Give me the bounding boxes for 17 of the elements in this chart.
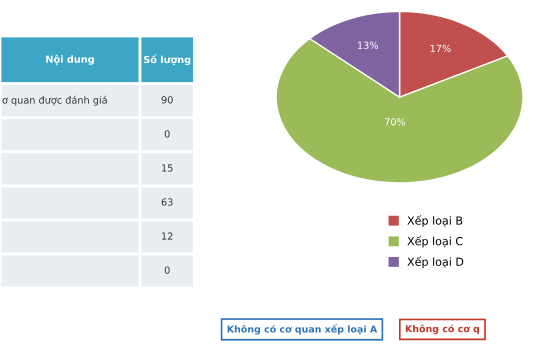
data-label: 0 [164, 266, 170, 274]
data-label: 63 [162, 198, 173, 206]
data-label: 0 [164, 130, 170, 138]
data-label: 12 [162, 232, 172, 240]
legend-label: Xếp loại C [407, 236, 463, 248]
text: Số lượng [144, 54, 190, 66]
legend-label: Xếp loại B [407, 215, 462, 227]
data-label: 70% [384, 118, 406, 126]
text: Không có cơ q [406, 324, 480, 334]
text: Không có cơ quan xếp loại A [228, 324, 378, 335]
text: Nội dung [46, 54, 94, 65]
data-label: 17% [430, 44, 451, 52]
legend-label: Xếp loại D [407, 256, 464, 268]
data-label: 90 [162, 96, 173, 104]
category-label: ơ quan được đánh giá [2, 96, 107, 106]
data-label: 15 [162, 164, 173, 172]
data-label: 13% [358, 42, 378, 49]
